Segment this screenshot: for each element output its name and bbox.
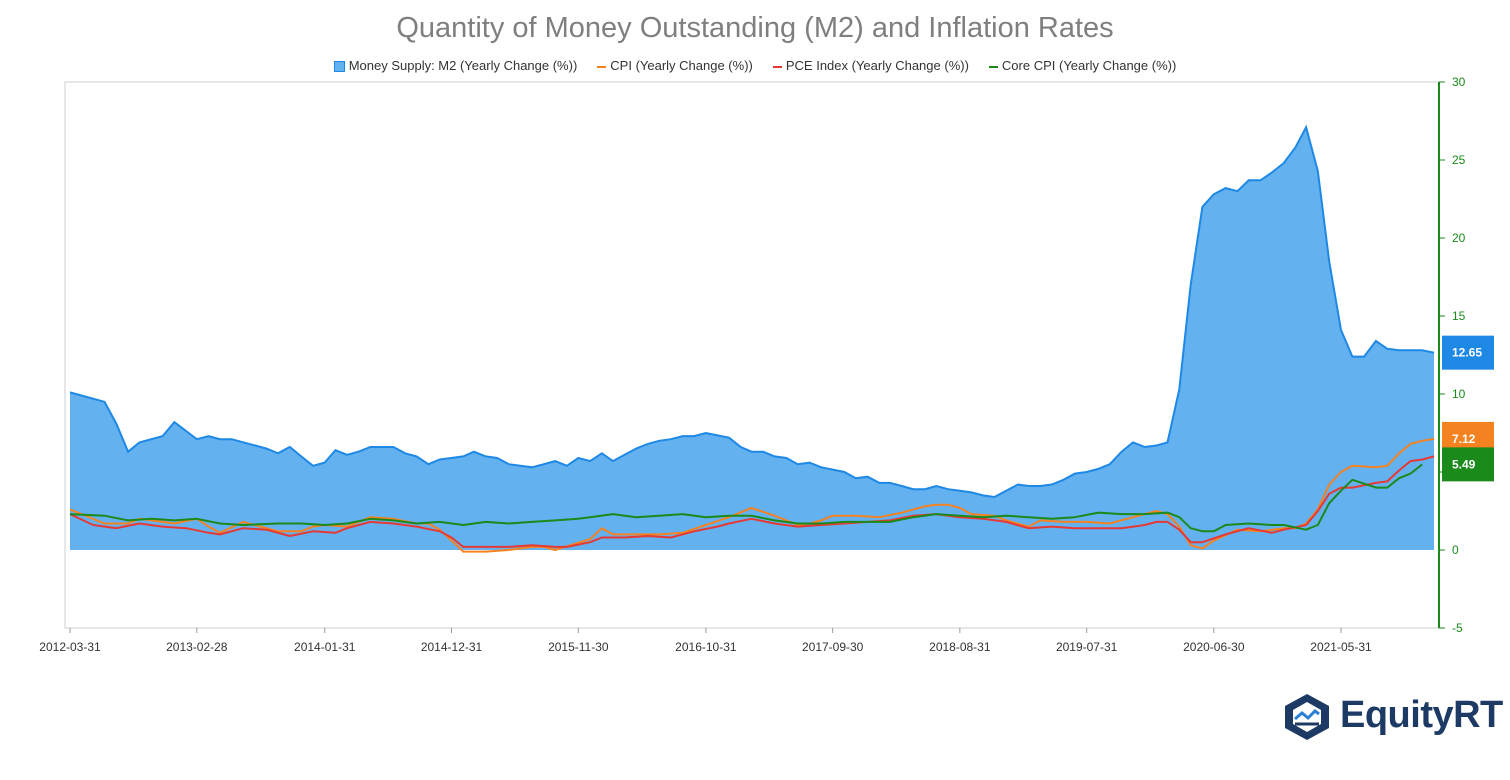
last-value-label-0: 12.65: [1452, 346, 1482, 360]
legend-swatch: [597, 65, 607, 68]
x-tick-label: 2018-08-31: [929, 640, 991, 654]
legend-swatch: [333, 61, 345, 73]
legend-label: PCE Index (Yearly Change (%)): [785, 58, 969, 73]
y-tick-label: -5: [1452, 621, 1463, 635]
y-tick-label: 20: [1452, 231, 1466, 245]
series-line-2: [69, 455, 1435, 548]
y-tick-label: 25: [1452, 153, 1466, 167]
equityrt-logo-icon: [1285, 694, 1329, 740]
last-value-badge-0: [1442, 335, 1494, 370]
series-line-1: [69, 437, 1435, 553]
legend-item-1[interactable]: CPI (Yearly Change (%)): [597, 58, 753, 73]
legend-item-0[interactable]: Money Supply: M2 (Yearly Change (%)): [333, 58, 578, 73]
logo-text: EquityRT: [1340, 694, 1503, 736]
series-line-3: [69, 463, 1423, 533]
legend-swatch: [988, 65, 998, 68]
x-tick-label: 2014-01-31: [294, 640, 356, 654]
x-tick-label: 2013-02-28: [166, 640, 228, 654]
x-tick-label: 2015-11-30: [548, 640, 609, 654]
legend-label: Money Supply: M2 (Yearly Change (%)): [348, 58, 578, 73]
x-tick-label: 2020-06-30: [1183, 640, 1245, 654]
y-tick-label: 10: [1452, 387, 1466, 401]
y-tick-label: 15: [1452, 309, 1466, 323]
chart-title: Quantity of Money Outstanding (M2) and I…: [396, 12, 1114, 44]
legend-item-2[interactable]: PCE Index (Yearly Change (%)): [772, 58, 969, 73]
last-value-badge-3: [1442, 447, 1494, 482]
legend-swatch: [772, 65, 782, 68]
x-tick-label: 2019-07-31: [1056, 640, 1118, 654]
x-tick-label: 2016-10-31: [675, 640, 737, 654]
y-tick-label: 0: [1452, 543, 1459, 557]
x-tick-label: 2017-09-30: [802, 640, 864, 654]
x-tick-label: 2021-05-31: [1310, 640, 1372, 654]
last-value-label-3: 5.49: [1452, 457, 1476, 471]
legend-label: CPI (Yearly Change (%)): [610, 58, 753, 73]
last-value-label-1: 7.12: [1452, 432, 1476, 446]
legend-item-3[interactable]: Core CPI (Yearly Change (%)): [988, 58, 1177, 73]
x-tick-label: 2014-12-31: [421, 640, 483, 654]
x-tick-label: 2012-03-31: [39, 640, 101, 654]
series-area-m2: [70, 127, 1434, 550]
legend: Money Supply: M2 (Yearly Change (%)) CPI …: [0, 58, 1510, 73]
y-tick-label: 30: [1452, 75, 1466, 89]
series-line-m2: [69, 124, 1435, 499]
legend-label: Core CPI (Yearly Change (%)): [1001, 58, 1177, 73]
brand-logo: EquityRT: [1282, 690, 1503, 744]
